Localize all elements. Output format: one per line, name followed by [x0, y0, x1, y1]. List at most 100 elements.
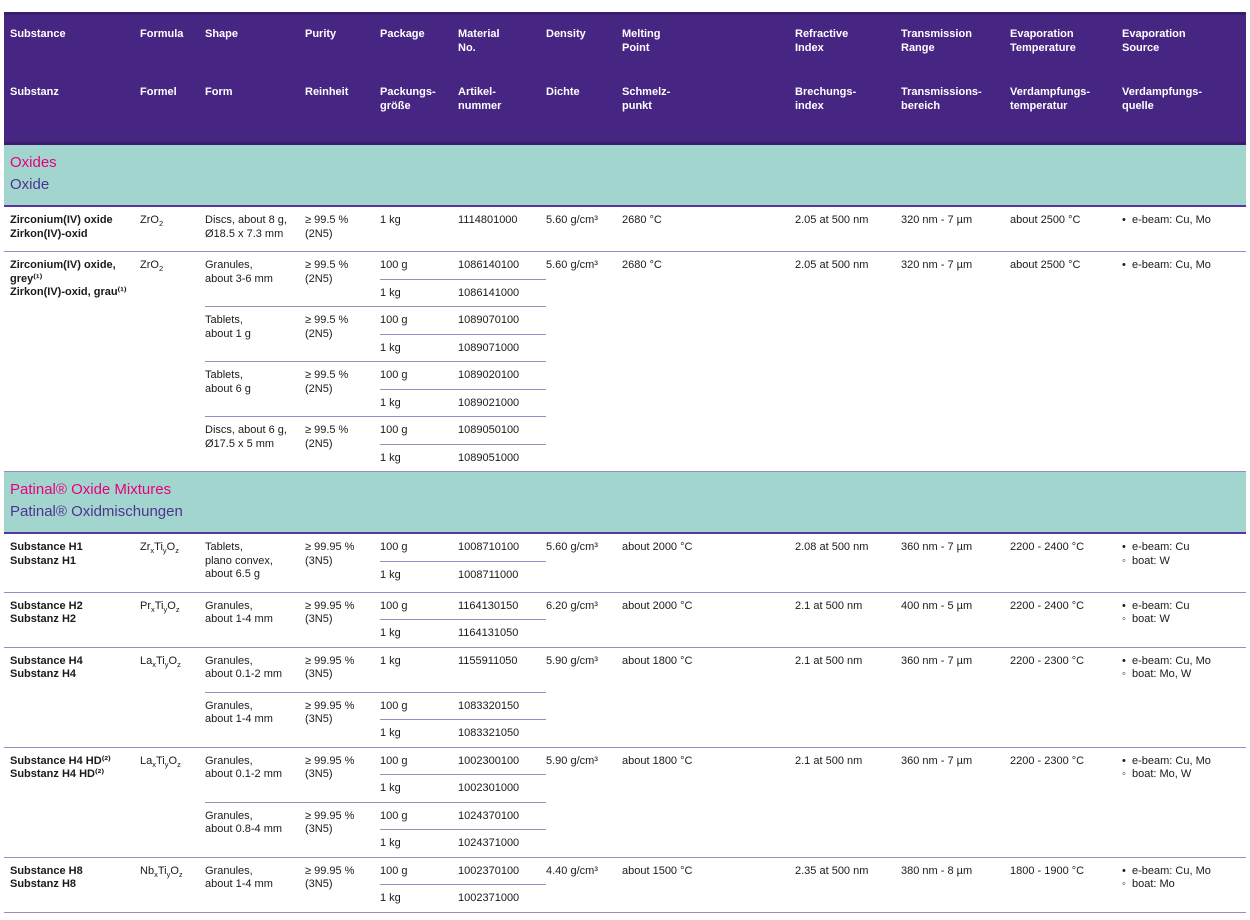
- transmission-range-cell: 360 nm - 7 µm: [901, 754, 973, 767]
- material-number: 1083321050: [458, 727, 520, 739]
- package-row: 1 kg 1086141000: [380, 278, 546, 307]
- formula-subscript: x: [150, 546, 155, 555]
- melting-point-cell: 2680 °C: [622, 259, 662, 271]
- package-row: 1 kg 1008711000: [380, 560, 546, 589]
- substance-name-en: Substance H8: [10, 864, 83, 877]
- package-size: 1 kg: [380, 627, 401, 639]
- shape-line: about 6 g: [205, 382, 251, 395]
- purity-line: ≥ 99.5 %: [305, 424, 349, 436]
- formula-element: O: [166, 541, 176, 553]
- evaporation-source-text: e-beam: Cu, Mo: [1132, 214, 1211, 226]
- package-row: 100 g 1008710100: [380, 534, 546, 561]
- header-label-en: Evaporation Source: [1122, 27, 1234, 85]
- material-number: 1083320150: [458, 699, 520, 712]
- header-cell-substance: Substance Substanz: [10, 27, 140, 142]
- header-cell-density: Density Dichte: [546, 27, 622, 142]
- shape-line: Ø18.5 x 7.3 mm: [205, 227, 284, 240]
- shape-line: about 0.1-2 mm: [205, 668, 283, 680]
- package-size: 100 g: [380, 864, 408, 877]
- chemical-formula: ZrO2: [140, 214, 163, 228]
- density-cell: 5.60 g/cm³: [546, 214, 598, 226]
- header-line: Verdampfungs-: [1010, 86, 1091, 98]
- evaporation-source-line: • e-beam: Cu, Mo: [1122, 755, 1234, 769]
- formula-subscript: z: [175, 604, 180, 614]
- formula-cell: PrxTiyOz: [140, 593, 205, 647]
- header-label-de: Packungs-größe: [380, 85, 452, 113]
- shape-line: Tablets,: [205, 541, 243, 553]
- shape-cell: Tablets, plano convex, about 6.5 g: [205, 534, 305, 592]
- header-line: Evaporation: [1010, 28, 1074, 40]
- purity-cell: ≥ 99.95 % (3N5): [305, 693, 380, 747]
- formula-element: ZrO: [140, 214, 159, 226]
- package-size: 1 kg: [380, 286, 401, 299]
- header-label-en: Density: [546, 27, 616, 85]
- package-row: 100 g 1089020100: [380, 362, 546, 389]
- package-size: 1 kg: [380, 214, 401, 226]
- purity-line: (2N5): [305, 327, 333, 340]
- formula-element: Pr: [140, 599, 151, 612]
- formula-cell: LaxTiyOz: [140, 748, 205, 857]
- header-line: Substance: [10, 28, 66, 40]
- formula-subscript: x: [154, 869, 158, 879]
- header-line: Range: [901, 42, 935, 54]
- header-label-de: Verdampfungs-temperatur: [1010, 85, 1116, 113]
- shape-line: Granules,: [205, 864, 253, 877]
- formula-subscript: y: [163, 604, 168, 614]
- evaporation-temperature-cell: 2200 - 2300 °C: [1010, 654, 1085, 667]
- package-list: 1 kg 1114801000: [380, 207, 546, 251]
- shape-line: Granules,: [205, 599, 253, 612]
- shape-group: Granules, about 1-4 mm ≥ 99.95 % (3N5) 100 g…: [205, 858, 546, 912]
- package-row: 100 g 1089070100: [380, 307, 546, 334]
- shape-group: Granules, about 1-4 mm ≥ 99.95 % (3N5) 100 g…: [205, 691, 546, 747]
- material-number: 1024371000: [458, 837, 520, 849]
- transmission-range-cell: 380 nm - 8 µm: [901, 864, 973, 877]
- refractive-index-cell: 2.05 at 500 nm: [795, 214, 869, 226]
- header-label-en: Substance: [10, 27, 134, 85]
- purity-line: ≥ 99.95 %: [305, 809, 355, 822]
- table-body: Oxides Oxide Zirconium(IV) oxide Zirkon(IV)…: [4, 145, 1246, 913]
- formula-element: La: [140, 754, 153, 767]
- melting-point-cell: about 1800 °C: [622, 754, 693, 767]
- header-cell-formula: Formula Formel: [140, 27, 205, 142]
- substance-row: Zirconium(IV) oxide, grey⁽¹⁾ Zirkon(IV)-o…: [4, 251, 1246, 471]
- package-size: 100 g: [380, 424, 408, 436]
- shape-line: about 3-6 mm: [205, 272, 273, 285]
- package-size: 1 kg: [380, 396, 401, 409]
- formula-element: O: [168, 754, 178, 767]
- shape-group: Tablets, plano convex, about 6.5 g ≥ 99.95 …: [205, 534, 546, 592]
- package-size: 1 kg: [380, 654, 401, 667]
- material-number: 1086140100: [458, 259, 520, 271]
- section-title-en: Oxides: [10, 154, 57, 171]
- package-size: 100 g: [380, 754, 408, 767]
- material-number: 1089021000: [458, 396, 520, 409]
- purity-line: (3N5): [305, 823, 333, 835]
- substance-name-cell: Substance H2 Substanz H2: [10, 593, 140, 647]
- chemical-formula: PrxTiyOz: [140, 599, 180, 614]
- evaporation-temperature-cell: 2200 - 2300 °C: [1010, 754, 1085, 767]
- purity-cell: ≥ 99.95 % (3N5): [305, 858, 380, 912]
- package-list: 100 g 1086140100 1 kg 1086141000: [380, 252, 546, 306]
- shape-cell: Tablets, about 6 g: [205, 362, 305, 416]
- material-number: 1008710100: [458, 541, 520, 553]
- purity-cell: ≥ 99.95 % (3N5): [305, 648, 380, 692]
- purity-cell: ≥ 99.95 % (3N5): [305, 534, 380, 592]
- header-cell-evaporation-source: Evaporation Source Verdampfungs-quelle: [1122, 27, 1240, 142]
- substance-name-de: Substanz H4 HD⁽²⁾: [10, 768, 105, 780]
- evaporation-source-cell: • e-beam: Cu, Mo ◦ boat: Mo, W: [1122, 648, 1240, 747]
- package-size: 1 kg: [380, 568, 401, 581]
- evaporation-temperature-cell: 1800 - 1900 °C: [1010, 864, 1085, 877]
- header-line: Substanz: [10, 86, 59, 98]
- header-label-en: Shape: [205, 27, 299, 85]
- formula-subscript: y: [164, 759, 169, 769]
- melting-point-cell: about 2000 °C: [622, 599, 693, 612]
- density-cell: 5.60 g/cm³: [546, 541, 598, 553]
- package-size: 1 kg: [380, 451, 401, 464]
- header-line: Material: [458, 28, 500, 40]
- header-line: Formula: [140, 28, 184, 40]
- purity-line: (3N5): [305, 668, 333, 680]
- formula-element: Ti: [154, 599, 164, 612]
- shape-cell: Granules, about 1-4 mm: [205, 593, 305, 647]
- header-line: Form: [205, 86, 233, 98]
- purity-line: ≥ 99.95 %: [305, 541, 355, 553]
